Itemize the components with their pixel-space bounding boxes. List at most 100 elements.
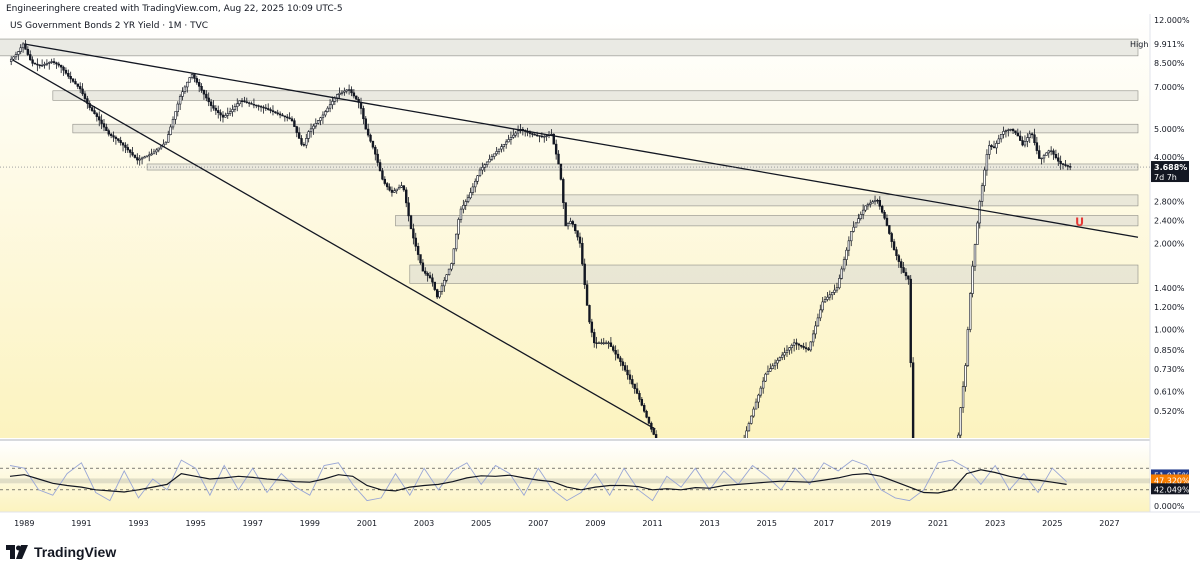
candle-body-24 (67, 72, 70, 77)
candle-body-421 (1011, 128, 1015, 132)
candle-body-414 (995, 143, 998, 149)
candle-body-230 (557, 153, 560, 165)
y-tick-label-2: 7.000% (1154, 83, 1185, 92)
price-zone-3 (72, 123, 1139, 134)
candle-body-131 (321, 114, 325, 119)
candle-body-178 (433, 281, 436, 290)
candle-body-191 (464, 201, 467, 206)
candle-body-123 (302, 144, 306, 146)
candle-body-231 (559, 163, 563, 180)
candle-body-202 (490, 156, 494, 160)
candle-body-155 (378, 162, 382, 172)
candle-body-239 (578, 236, 582, 244)
candle-body-404 (971, 265, 974, 294)
candle-body-197 (478, 169, 482, 176)
candle-body-347 (835, 287, 839, 291)
candle-body-111 (274, 111, 277, 114)
x-tick-label-18: 2025 (1042, 519, 1062, 528)
candle-body-92 (228, 111, 232, 114)
candle-body-166 (405, 189, 408, 204)
candle-body-73 (183, 86, 187, 92)
candle-body-257 (621, 361, 624, 366)
candle-body-88 (219, 112, 222, 116)
candle-body-100 (247, 102, 251, 104)
x-tick-label-8: 2005 (471, 519, 491, 528)
candle-body-124 (305, 138, 308, 146)
attribution-text: Engineeringhere created with TradingView… (6, 4, 343, 14)
candle-body-422 (1014, 130, 1017, 134)
candle-body-49 (126, 147, 129, 151)
candle-body-248 (600, 342, 603, 344)
candle-body-175 (426, 273, 429, 276)
candle-body-195 (474, 180, 477, 188)
candle-body-352 (847, 240, 851, 251)
candle-body-334 (804, 347, 808, 350)
candle-body-201 (488, 158, 491, 163)
candle-body-37 (98, 116, 101, 121)
candle-body-271 (654, 434, 658, 438)
candle-body-31 (83, 93, 87, 99)
candle-body-103 (255, 104, 258, 107)
candle-body-107 (264, 107, 268, 109)
candle-body-194 (471, 186, 475, 193)
candle-body-13 (40, 64, 44, 67)
candle-body-110 (271, 110, 275, 113)
candle-body-193 (469, 192, 472, 199)
candle-body-250 (604, 342, 608, 344)
candle-body-309 (745, 430, 748, 438)
candle-body-10 (33, 63, 37, 65)
candle-body-318 (766, 371, 770, 375)
candle-body-139 (340, 91, 344, 94)
candle-body-34 (90, 107, 94, 111)
candle-body-185 (450, 263, 453, 270)
candle-body-67 (169, 126, 172, 135)
candle-body-350 (842, 259, 846, 270)
x-tick-label-7: 2003 (414, 519, 434, 528)
candle-body-393 (946, 551, 948, 562)
candle-body-29 (79, 86, 82, 90)
candle-body-363 (873, 199, 877, 202)
candle-body-65 (164, 141, 168, 145)
candle-body-225 (545, 135, 548, 137)
candle-body-351 (845, 249, 848, 260)
candle-body-186 (452, 248, 456, 264)
x-tick-label-16: 2021 (928, 519, 948, 528)
candle-body-376 (904, 272, 908, 277)
candle-body-349 (840, 268, 843, 279)
candle-body-149 (364, 118, 367, 130)
candle-body-378 (909, 278, 912, 364)
candle-body-161 (393, 190, 396, 193)
candle-body-445 (1068, 166, 1072, 168)
candle-body-53 (136, 157, 139, 161)
candle-body-8 (29, 54, 32, 61)
candle-body-384 (924, 538, 926, 554)
candle-body-120 (295, 126, 298, 133)
candle-body-322 (776, 359, 779, 364)
x-tick-label-1: 1991 (71, 519, 91, 528)
candle-body-168 (409, 215, 413, 230)
osc-rsi-line (9, 469, 1067, 494)
price-zone-1 (0, 38, 1139, 57)
y-tick-label-1: 8.500% (1154, 59, 1185, 68)
candle-body-125 (307, 131, 310, 139)
candle-body-400 (961, 386, 965, 408)
candle-body-81 (202, 89, 206, 95)
candle-body-95 (236, 103, 239, 107)
candle-body-410 (985, 154, 989, 171)
candle-body-321 (773, 362, 777, 367)
candle-body-144 (352, 92, 356, 97)
x-tick-label-9: 2007 (528, 519, 548, 528)
candle-body-204 (495, 151, 498, 155)
candle-body-68 (171, 119, 175, 128)
tradingview-logo-icon (6, 545, 28, 559)
tradingview-logo[interactable]: TradingView (6, 541, 116, 563)
candle-body-246 (595, 342, 598, 344)
candle-body-173 (421, 262, 425, 272)
candle-body-211 (512, 134, 515, 138)
candle-body-259 (626, 369, 629, 376)
candle-body-130 (319, 117, 322, 121)
candle-body-340 (819, 309, 822, 319)
candle-body-323 (778, 357, 782, 361)
candle-body-213 (516, 130, 520, 134)
